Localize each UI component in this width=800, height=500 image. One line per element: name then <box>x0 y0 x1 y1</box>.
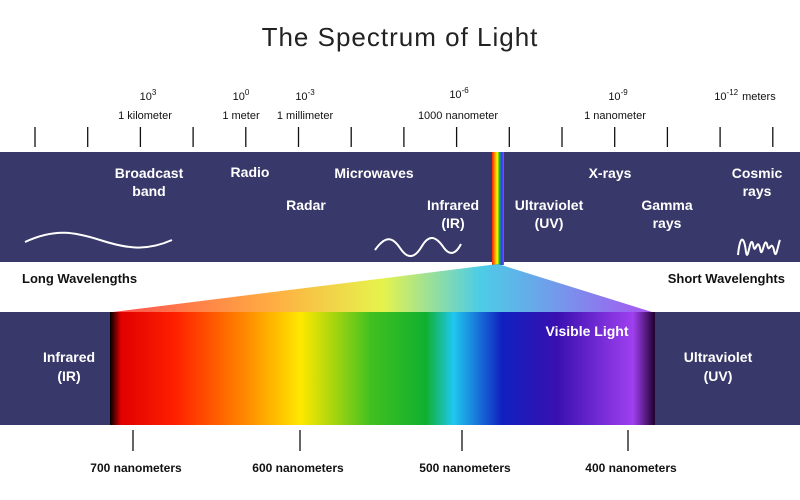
base: 10 <box>295 91 307 103</box>
unit: 1 nanometer <box>584 110 646 122</box>
line: Gamma <box>641 197 693 213</box>
label: Ultraviolet (UV) <box>515 197 584 231</box>
visible-title: Visible Light <box>546 323 629 339</box>
line: (UV) <box>535 215 564 231</box>
line: (IR) <box>57 368 80 384</box>
scale: 103 1 kilometer 100 1 meter 10-3 1 milli… <box>118 86 776 122</box>
line: Cosmic <box>732 165 783 181</box>
long-wave <box>24 231 173 249</box>
unit: meters <box>742 91 776 103</box>
line: (IR) <box>441 215 464 231</box>
label: Cosmic rays <box>732 165 783 199</box>
label: Radar <box>286 197 326 213</box>
line: rays <box>743 183 772 199</box>
exponent: -6 <box>462 86 470 95</box>
line: Infrared <box>43 349 95 365</box>
light-fan <box>113 264 652 312</box>
line: Ultraviolet <box>515 197 584 213</box>
wavelength-label: 700 nanometers <box>90 461 182 475</box>
label: Infrared (IR) <box>43 349 95 384</box>
visible-spectrum <box>110 312 655 425</box>
line: (UV) <box>704 368 733 384</box>
prism <box>492 152 504 265</box>
exponent: 0 <box>245 88 250 97</box>
exponent: -12 <box>727 88 739 97</box>
base: 10 <box>714 91 726 103</box>
label: Broadcast band <box>115 165 184 199</box>
medium-wave <box>374 237 462 257</box>
exponent: 3 <box>152 88 157 97</box>
exponent: -3 <box>308 88 316 97</box>
power: 10-6 <box>449 86 469 101</box>
label: Microwaves <box>334 165 414 181</box>
wavelength-label: 600 nanometers <box>252 461 344 475</box>
line: Ultraviolet <box>684 349 753 365</box>
base: 10 <box>140 91 152 103</box>
label: Radio <box>231 164 270 180</box>
unit: 1000 nanometer <box>418 110 498 122</box>
base: 10 <box>608 91 620 103</box>
wavelength-label: 500 nanometers <box>419 461 511 475</box>
label: Ultraviolet (UV) <box>684 349 753 384</box>
label: X-rays <box>589 165 632 181</box>
power: 103 <box>140 88 157 103</box>
scale-ticks <box>34 127 774 147</box>
line: Broadcast <box>115 165 184 181</box>
power: 10-12 meters <box>714 88 776 103</box>
unit: 1 millimeter <box>277 110 334 122</box>
line: band <box>132 183 165 199</box>
line: rays <box>653 215 682 231</box>
em-band <box>0 152 800 262</box>
exponent: -9 <box>621 88 629 97</box>
band-labels: Broadcast band Radio Radar Microwaves Inf… <box>115 164 783 231</box>
short-label: Short Wavelenghts <box>668 271 785 286</box>
wavelength-label: 400 nanometers <box>585 461 677 475</box>
power: 100 <box>233 88 250 103</box>
wavelength-scale: 700 nanometers 600 nanometers 500 nanome… <box>90 430 677 475</box>
base: 10 <box>449 89 461 101</box>
power: 10-3 <box>295 88 315 103</box>
unit: 1 meter <box>222 110 260 122</box>
unit: 1 kilometer <box>118 110 172 122</box>
label: Infrared (IR) <box>427 197 479 231</box>
short-wave <box>737 238 781 256</box>
power: 10-9 <box>608 88 628 103</box>
long-label: Long Wavelengths <box>22 271 137 286</box>
line: Infrared <box>427 197 479 213</box>
base: 10 <box>233 91 245 103</box>
title: The Spectrum of Light <box>262 22 539 52</box>
label: Gamma rays <box>641 197 693 231</box>
